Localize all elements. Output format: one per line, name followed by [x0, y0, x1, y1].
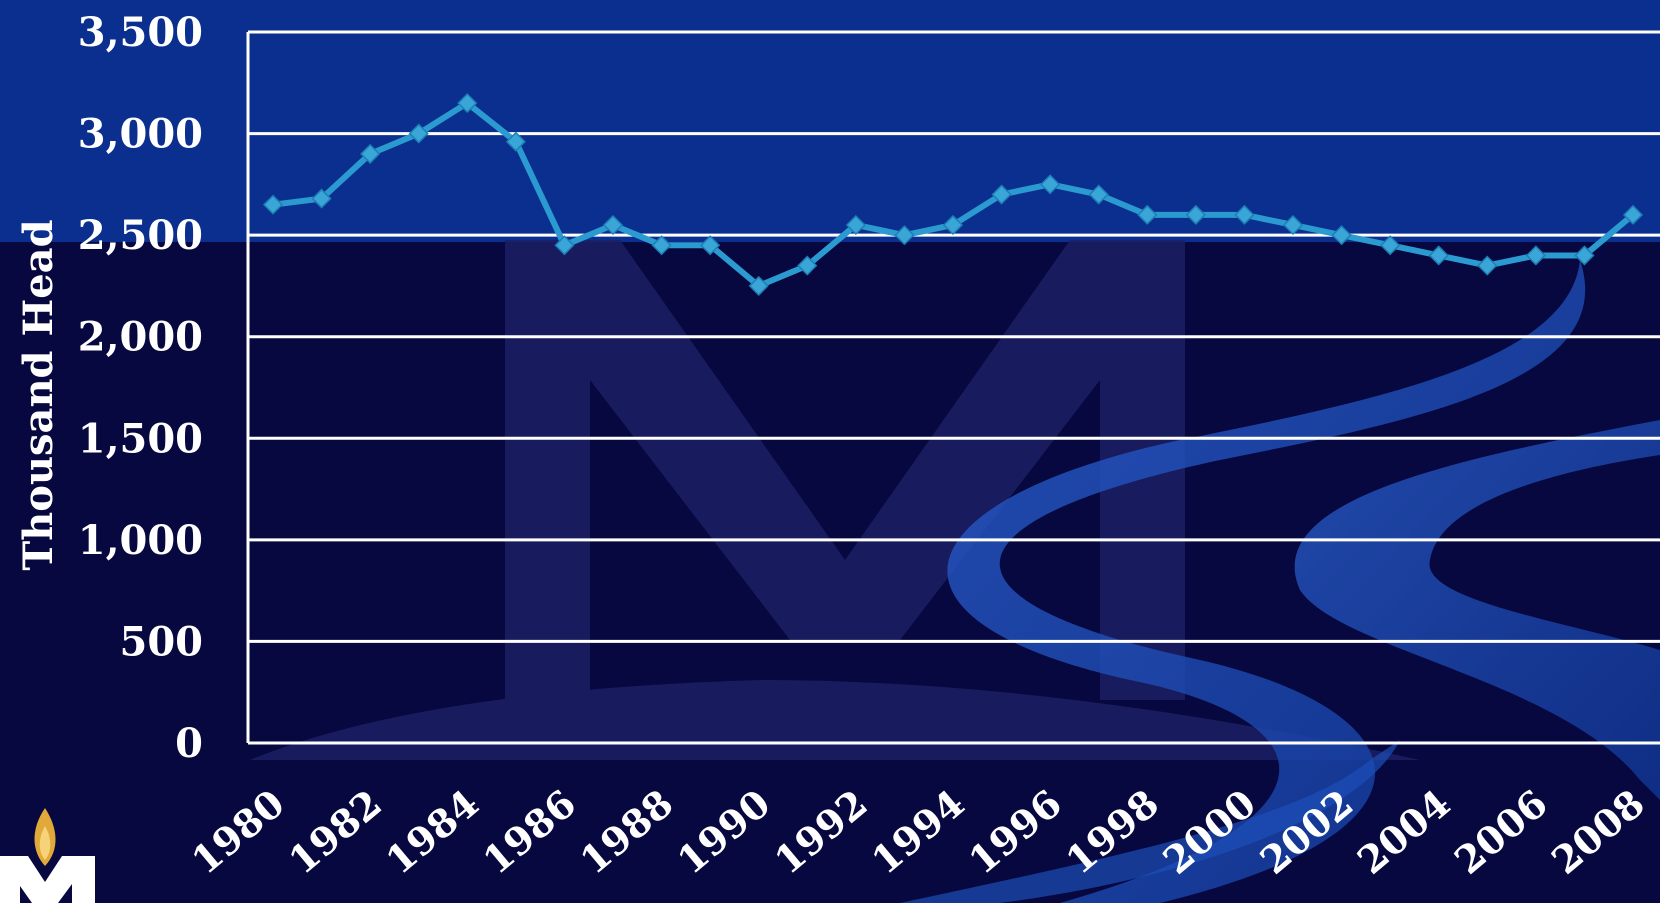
y-axis-title: Thousand Head: [15, 219, 62, 570]
data-point-1984: [457, 93, 478, 114]
ribbon-bottom: [900, 740, 1400, 903]
gridlines: [246, 30, 1660, 745]
data-point-1981: [311, 188, 332, 209]
flame-logo-icon: [0, 808, 95, 903]
data-point-1980: [262, 194, 284, 215]
data-point-1994: [942, 214, 964, 236]
data-point-2000: [1234, 204, 1255, 225]
data-point-2003: [1380, 235, 1401, 256]
data-point-2004: [1428, 245, 1449, 266]
ribbon-right: [1294, 420, 1660, 800]
data-point-1997: [1088, 184, 1109, 205]
y-tick-label-2500: 2,500: [78, 212, 203, 259]
logo-flame-inner: [39, 826, 51, 860]
y-tick-label-1000: 1,000: [78, 517, 203, 564]
decorative-ribbons: [900, 260, 1660, 903]
data-point-1995: [991, 184, 1012, 205]
data-point-1985: [505, 131, 526, 152]
data-point-1990: [748, 275, 769, 296]
data-point-1999: [1185, 204, 1206, 225]
logo-m-fragment: [0, 856, 95, 903]
y-tick-label-3000: 3,000: [78, 111, 203, 158]
data-point-1986: [554, 235, 575, 256]
data-point-1992: [845, 214, 866, 236]
y-tick-label-2000: 2,000: [78, 314, 203, 361]
data-point-2005: [1477, 255, 1498, 276]
watermark-m-letter: [250, 240, 1420, 760]
data-point-1987: [602, 214, 624, 236]
data-point-1991: [797, 255, 818, 276]
data-point-2008: [1622, 204, 1644, 225]
y-tick-label-500: 500: [120, 618, 204, 665]
data-point-2006: [1525, 245, 1546, 266]
data-point-2007: [1574, 245, 1595, 266]
data-point-1993: [894, 225, 915, 246]
data-point-1996: [1040, 174, 1061, 195]
y-tick-label-1500: 1,500: [78, 415, 203, 462]
watermark-m-base: [250, 680, 1420, 760]
data-point-1988: [651, 235, 672, 256]
data-point-1989: [700, 235, 721, 256]
data-point-1983: [408, 123, 429, 144]
y-tick-label-0: 0: [175, 720, 203, 767]
data-point-1982: [360, 143, 381, 164]
data-series: [262, 93, 1644, 296]
data-point-2002: [1331, 225, 1352, 246]
y-tick-label-3500: 3,500: [78, 9, 203, 56]
data-point-1998: [1137, 204, 1158, 225]
y-axis-tick-labels: 0 500 1,000 1,500 2,000 2,500 3,000 3,500: [78, 9, 203, 767]
data-point-2001: [1282, 214, 1304, 236]
watermark-m-shape: [505, 240, 1185, 700]
